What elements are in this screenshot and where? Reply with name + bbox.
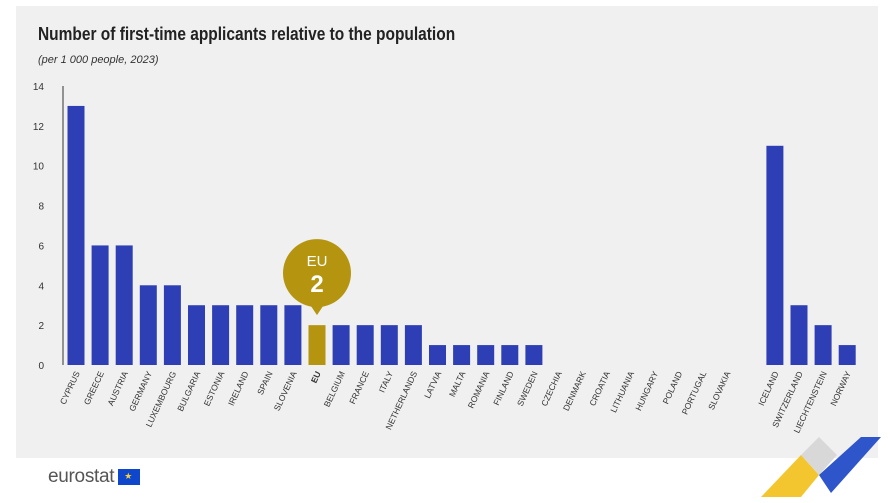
bar xyxy=(814,325,832,365)
x-tick-label: DENMARK xyxy=(561,369,588,412)
x-tick-label: ICELAND xyxy=(756,370,781,408)
callout-value: 2 xyxy=(310,271,323,298)
bar xyxy=(453,345,471,365)
eurostat-logo: eurostat xyxy=(48,466,141,488)
x-tick-label: NORWAY xyxy=(828,369,853,407)
bar xyxy=(332,325,350,365)
x-tick-label: SWEDEN xyxy=(515,370,540,408)
x-tick-label: EU xyxy=(309,370,323,385)
x-tick-label: IRELAND xyxy=(226,370,251,408)
y-tick-label: 10 xyxy=(33,162,45,173)
chart-title: Number of first-time applicants relative… xyxy=(38,24,456,44)
y-tick-label: 14 xyxy=(33,82,45,93)
bar xyxy=(67,105,85,365)
x-tick-label: PORTUGAL xyxy=(680,369,709,416)
bar xyxy=(501,345,519,365)
bar xyxy=(525,345,543,365)
x-tick-label: BULGARIA xyxy=(175,369,202,412)
x-tick-label: SLOVENIA xyxy=(272,369,299,412)
y-tick-label: 8 xyxy=(38,202,44,213)
x-tick-label: AUSTRIA xyxy=(105,369,130,407)
x-tick-label: LITHUANIA xyxy=(608,369,636,414)
bar xyxy=(212,305,230,365)
x-tick-label: HUNGARY xyxy=(633,369,660,412)
chart-subtitle: (per 1 000 people, 2023) xyxy=(38,54,159,66)
bar xyxy=(477,345,495,365)
x-tick-label: BELGIUM xyxy=(322,370,347,409)
x-tick-label: ROMANIA xyxy=(466,369,492,409)
y-tick-label: 4 xyxy=(38,281,44,292)
bar xyxy=(790,305,808,365)
x-tick-label: SLOVAKIA xyxy=(706,369,733,411)
bar xyxy=(380,325,398,365)
callout-bubble xyxy=(283,239,351,308)
x-tick-label: LATVIA xyxy=(422,369,443,399)
bar xyxy=(404,325,422,365)
bar xyxy=(308,325,326,365)
x-tick-label: FINLAND xyxy=(491,370,515,407)
y-tick-label: 12 xyxy=(33,122,45,133)
bar xyxy=(766,145,784,365)
y-tick-label: 6 xyxy=(38,241,44,252)
x-tick-label: SPAIN xyxy=(255,370,275,397)
logo-text: eurostat xyxy=(48,466,115,487)
bar xyxy=(91,245,109,365)
y-tick-label: 0 xyxy=(38,361,44,372)
y-tick-label: 2 xyxy=(38,321,44,332)
bar xyxy=(163,285,181,365)
x-tick-label: MALTA xyxy=(447,369,468,398)
callout-label: EU xyxy=(307,253,328,270)
eu-flag-icon xyxy=(118,469,141,485)
bar xyxy=(188,305,205,365)
x-tick-label: ITALY xyxy=(377,369,396,394)
x-tick-label: FRANCE xyxy=(347,369,371,405)
x-tick-label: ESTONIA xyxy=(202,369,227,407)
x-tick-label: GERMANY xyxy=(127,369,154,412)
bar xyxy=(356,325,374,365)
x-tick-label: GREECE xyxy=(82,369,106,406)
bar xyxy=(139,285,157,365)
x-tick-label: POLAND xyxy=(660,370,684,406)
x-tick-label: CYPRUS xyxy=(58,369,82,406)
bar xyxy=(260,305,278,365)
decorative-chevron-icon xyxy=(761,437,881,497)
chart-panel xyxy=(16,6,878,458)
bar xyxy=(838,345,856,365)
bar xyxy=(115,245,133,365)
bar xyxy=(429,345,446,365)
x-tick-label: CZECHIA xyxy=(539,369,564,407)
x-tick-label: CROATIA xyxy=(587,369,612,407)
bar xyxy=(236,305,254,365)
bar xyxy=(284,305,302,365)
